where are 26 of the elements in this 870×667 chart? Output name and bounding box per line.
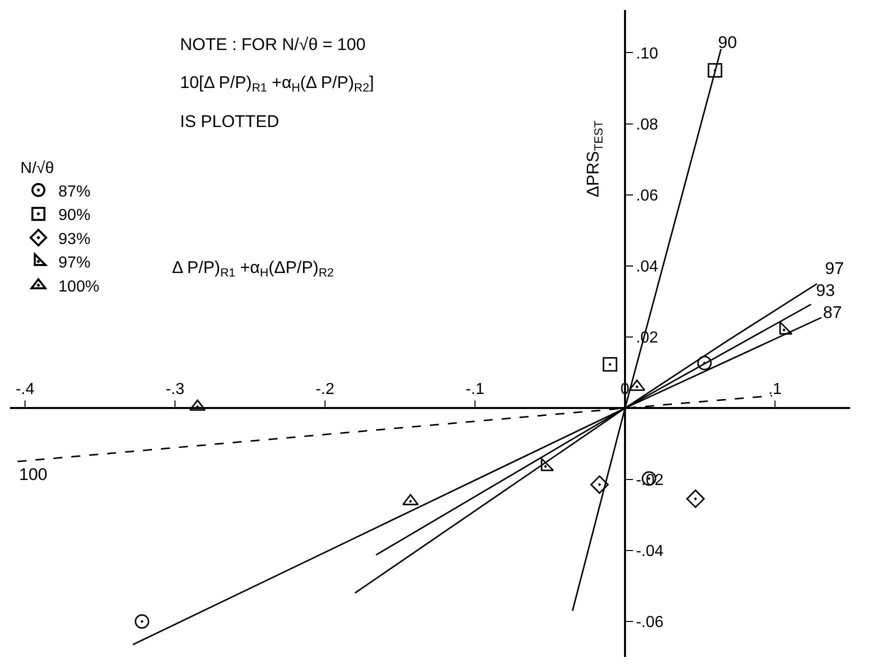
x-tick-label: .1: [768, 381, 782, 398]
annotation: 10[Δ P/P)$_{R1}$ +α$_{H}$(Δ P/P)$_{R2}$]: [180, 73, 374, 95]
x-tick-label: -.1: [466, 381, 484, 398]
annotation: 93: [816, 281, 835, 300]
y-tick-label: -.06: [636, 614, 664, 632]
legend-label: 90%: [58, 207, 90, 224]
y-tick-label: .06: [636, 187, 658, 204]
annotation: 97: [825, 259, 844, 278]
x-tick-label: -.2: [316, 381, 334, 398]
legend-label: 100%: [58, 278, 100, 296]
legend-label: 87%: [58, 183, 90, 200]
y-tick-label: .08: [636, 116, 658, 134]
legend-label: 93%: [58, 230, 90, 248]
y-tick-label: .10: [636, 45, 658, 62]
y-tick-label: .04: [636, 258, 658, 276]
annotation: NOTE : FOR N/√θ = 100: [180, 35, 366, 54]
x-tick-label: -.3: [166, 381, 184, 398]
annotation: 90: [718, 33, 737, 52]
annotation: 87: [823, 303, 842, 322]
annotation: 100: [19, 465, 48, 484]
annotation: IS PLOTTED: [180, 112, 280, 131]
x-axis-title: Δ P/P)$_{R1}$ +α$_{H}$(ΔP/P)$_{R2}$: [172, 258, 334, 280]
y-tick-label: -.04: [636, 542, 664, 560]
legend-title: N/√θ: [20, 160, 54, 178]
x-tick-label: -.4: [16, 381, 34, 398]
legend-label: 97%: [58, 254, 90, 272]
